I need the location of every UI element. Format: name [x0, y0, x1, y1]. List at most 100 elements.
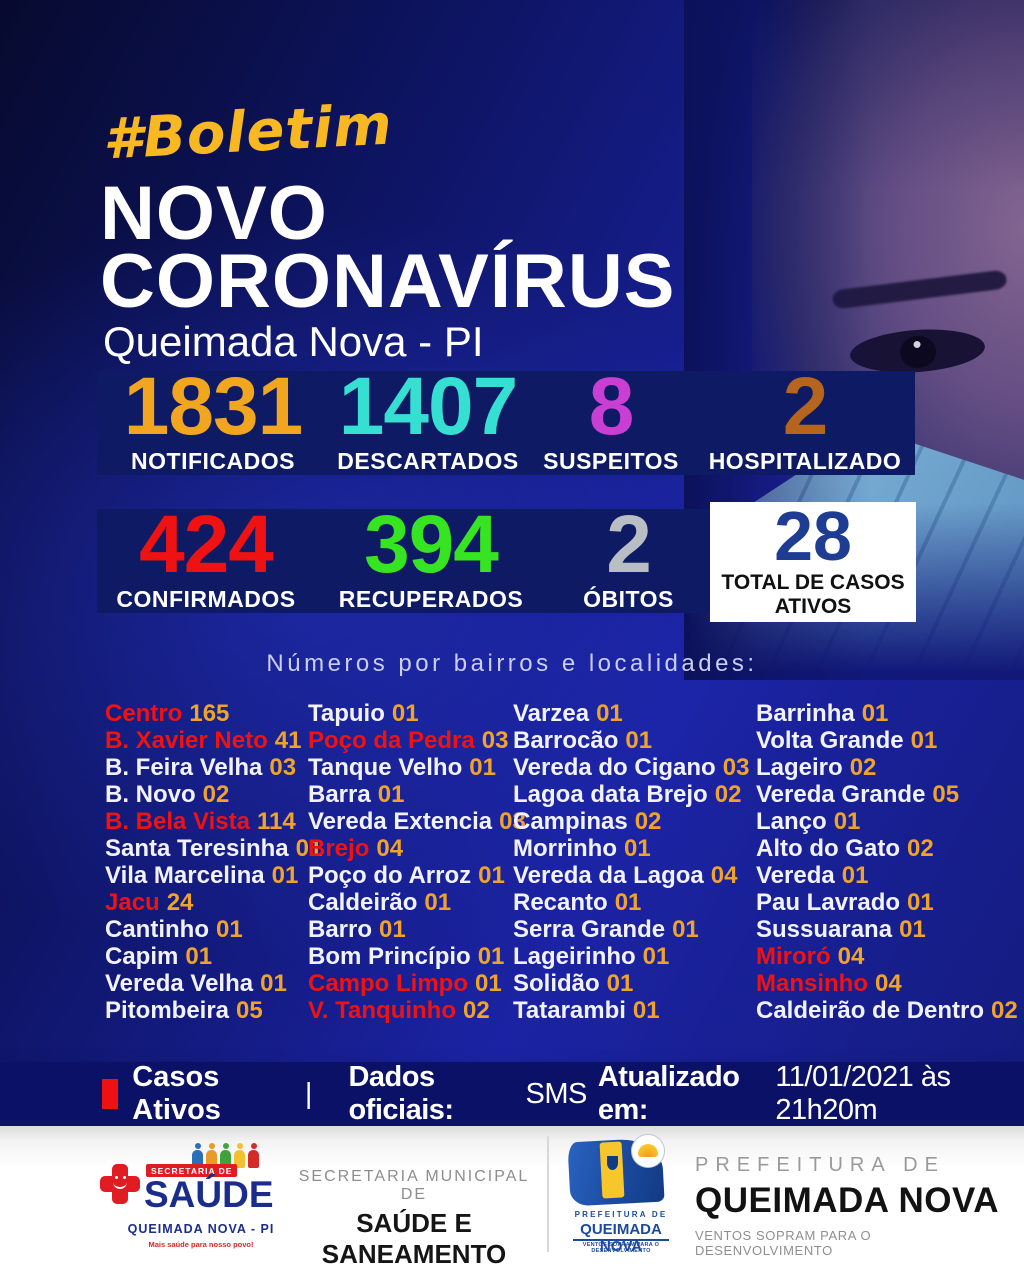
footer-text-segment: 11/01/2021 às 21h20m — [775, 1061, 951, 1126]
locality-item: Tanque Velho 01 — [308, 754, 526, 781]
locality-count: 02 — [714, 781, 742, 808]
locality-item: Vereda Extencia 03 — [308, 808, 526, 835]
locality-name: Tanque Velho — [308, 754, 463, 781]
locality-name: Serra Grande — [513, 916, 666, 943]
locality-count: 01 — [424, 889, 452, 916]
locality-item: Cantinho 01 — [105, 916, 322, 943]
stat-label: NOTIFICADOS — [131, 447, 295, 474]
locality-count: 01 — [469, 754, 496, 781]
locality-name: Vereda Grande — [756, 781, 926, 808]
locality-item: Campo Limpo 01 — [308, 970, 526, 997]
locality-name: Mansinho — [756, 970, 868, 997]
locality-name: Miroró — [756, 943, 831, 970]
sms-line1: SECRETARIA MUNICIPAL DE — [298, 1168, 530, 1203]
locality-count: 01 — [899, 916, 926, 943]
locality-count: 01 — [672, 916, 699, 943]
locality-column-3: Varzea 01 Barrocão 01 Vereda do Cigano 03 Lago… — [513, 700, 749, 1024]
people-icons — [192, 1142, 259, 1168]
stat-value: 424 — [139, 499, 274, 591]
locality-count: 04 — [710, 862, 738, 889]
stats-row-primary: 1831 NOTIFICADOS 1407 DESCARTADOS 8 SUSPEITOS… — [97, 361, 915, 475]
locality-count: 01 — [625, 727, 653, 754]
title-line-2: CORONAVÍRUS — [100, 239, 676, 324]
locality-count: 01 — [907, 889, 934, 916]
prefeitura-title-block: PREFEITURA DE QUEIMADA NOVA VENTOS SOPRA… — [695, 1154, 1000, 1258]
locality-count: 01 — [377, 781, 405, 808]
total-active-label: TOTAL DE CASOS ATIVOS — [721, 571, 904, 618]
person-icon — [206, 1143, 217, 1168]
locality-name: B. Xavier Neto — [105, 727, 268, 754]
stat-label: CONFIRMADOS — [116, 585, 296, 612]
stat-label: RECUPERADOS — [338, 585, 524, 612]
locality-item: Caldeirão 01 — [308, 889, 526, 916]
locality-item: Barrinha 01 — [756, 700, 1018, 727]
locality-item: Pitombeira 05 — [105, 997, 322, 1024]
subtitle-city: Queimada Nova - PI — [103, 318, 484, 365]
locality-count: 41 — [274, 727, 302, 754]
locality-name: Lageirinho — [513, 943, 636, 970]
stat-descartados: 1407 DESCARTADOS — [329, 366, 527, 475]
pref-tagline: VENTOS SOPRAM PARA O DESENVOLVIMENTO — [695, 1228, 872, 1258]
saude-city-text: QUEIMADA NOVA - PI — [127, 1222, 275, 1236]
locality-count: 01 — [606, 970, 634, 997]
locality-item: Barrocão 01 — [513, 727, 749, 754]
red-square-icon — [102, 1079, 119, 1109]
locality-name: Brejo — [308, 835, 370, 862]
locality-name: Vereda Extencia — [308, 808, 493, 835]
locality-name: Recanto — [513, 889, 608, 916]
locality-count: 01 — [478, 862, 505, 889]
locality-item: Morrinho 01 — [513, 835, 749, 862]
person-icon — [220, 1143, 231, 1168]
locality-count: 02 — [991, 997, 1018, 1024]
legend-label: Casos Ativos — [132, 1061, 221, 1126]
locality-item: Capim 01 — [105, 943, 322, 970]
footer-text-segment: Dados oficiais: — [348, 1061, 454, 1126]
cross-smiley-mouth — [113, 1178, 127, 1189]
locality-count: 01 — [260, 970, 287, 997]
person-icon — [234, 1143, 245, 1168]
locality-count: 05 — [932, 781, 960, 808]
prefeitura-flag-logo: PREFEITURA DE QUEIMADA NOVA VENTOS SOPRA… — [565, 1134, 677, 1272]
locality-count: 05 — [236, 997, 263, 1024]
locality-count: 01 — [391, 700, 419, 727]
locality-count: 03 — [499, 808, 526, 835]
locality-count: 01 — [623, 835, 651, 862]
locality-name: Vereda — [756, 862, 835, 889]
stat-recuperados: 394 RECUPERADOS — [315, 504, 547, 613]
cross-smiley-eyes — [115, 1176, 118, 1179]
locality-name: Sussuarana — [756, 916, 893, 943]
locality-count: 01 — [910, 727, 938, 754]
locality-item: Jacu 24 — [105, 889, 322, 916]
locality-name: V. Tanquinho — [308, 997, 456, 1024]
stat-value: 2 — [782, 361, 829, 453]
locality-name: Poço do Arroz — [308, 862, 472, 889]
flag-yellow-band — [599, 1141, 625, 1199]
locality-name: Poço da Pedra — [308, 727, 475, 754]
saude-name-text: SAÚDE — [144, 1174, 274, 1215]
locality-count: 02 — [906, 835, 934, 862]
locality-count: 01 — [215, 916, 243, 943]
locality-item: Sussuarana 01 — [756, 916, 1018, 943]
locality-name: Barrocão — [513, 727, 619, 754]
locality-item: Mansinho 04 — [756, 970, 1018, 997]
locality-item: Vereda Velha 01 — [105, 970, 322, 997]
locality-name: Varzea — [513, 700, 590, 727]
locality-name: Alto do Gato — [756, 835, 900, 862]
locality-name: Campinas — [513, 808, 628, 835]
footer-text-segment: Atualizado em: — [597, 1061, 740, 1126]
locality-item: Vila Marcelina 01 — [105, 862, 322, 889]
title-line-1: NOVO — [100, 171, 328, 256]
locality-item: Pau Lavrado 01 — [756, 889, 1018, 916]
locality-count: 01 — [632, 997, 660, 1024]
stat-label: ÓBITOS — [583, 585, 674, 612]
locality-item: Caldeirão de Dentro 02 — [756, 997, 1018, 1024]
locality-count: 165 — [189, 700, 230, 727]
pref-flag-line2: QUEIMADA NOVA — [580, 1221, 662, 1255]
footer-text-segment: SMS — [525, 1077, 588, 1110]
locality-column-4: Barrinha 01 Volta Grande 01 Lageiro 02 Vereda … — [756, 700, 1018, 1024]
stat-value: 1831 — [123, 361, 303, 453]
locality-name: Centro — [105, 700, 183, 727]
locality-column-1: Centro 165 B. Xavier Neto 41 B. Feira Velha 0… — [105, 700, 322, 1024]
locality-name: Volta Grande — [756, 727, 904, 754]
